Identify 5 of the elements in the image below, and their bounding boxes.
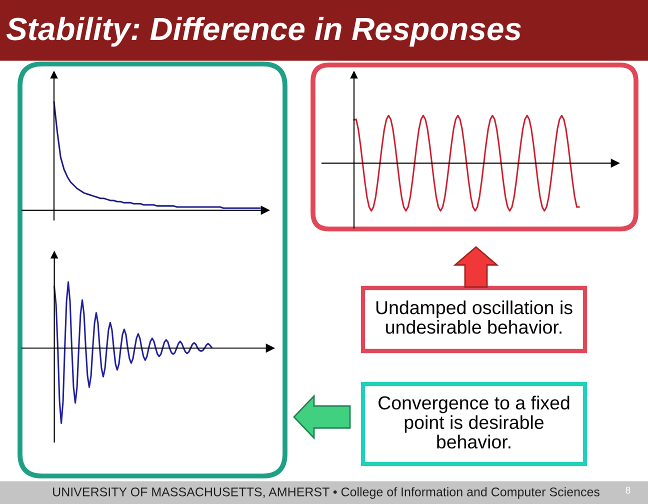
text: Undamped oscillation is undesirable behavior. bbox=[376, 300, 572, 334]
text: 8 bbox=[626, 486, 630, 494]
text: Stability: Difference in Responses bbox=[6, 16, 521, 47]
text: Convergence to a fixed point is desirable behavior. bbox=[378, 396, 570, 449]
text: UNIVERSITY OF MASSACHUSETTS, AMHERST • College of Information and Computer Sciences bbox=[53, 487, 600, 499]
